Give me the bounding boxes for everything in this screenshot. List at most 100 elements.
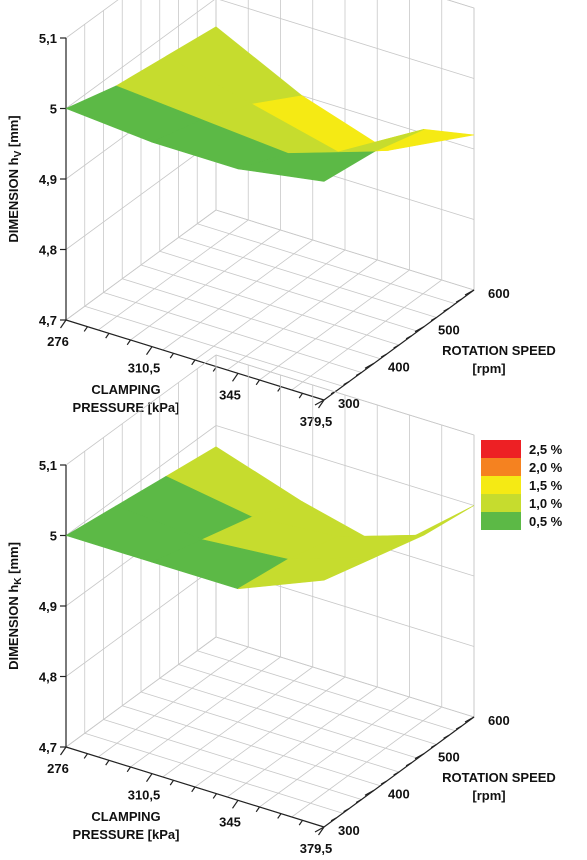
x-tick bbox=[277, 813, 282, 819]
gridline bbox=[65, 636, 217, 748]
x-tick-label: 345 bbox=[219, 814, 241, 829]
x-axis-title: CLAMPING bbox=[91, 382, 160, 397]
gridline bbox=[65, 209, 217, 321]
z-tick-label: 600 bbox=[488, 286, 510, 301]
legend-swatch-1-5 bbox=[481, 476, 521, 494]
legend-swatch-0-5 bbox=[481, 512, 521, 530]
x-tick bbox=[105, 759, 110, 766]
z-axis-title: ROTATION SPEED bbox=[442, 770, 556, 785]
z-tick bbox=[364, 362, 375, 369]
z-tick bbox=[355, 798, 362, 804]
gridline bbox=[291, 279, 442, 391]
x-tick-label: 379,5 bbox=[300, 414, 333, 429]
gridline bbox=[140, 264, 400, 346]
z-tick-label: 600 bbox=[488, 713, 510, 728]
x-tick-label: 310,5 bbox=[128, 788, 161, 803]
x-tick bbox=[298, 392, 303, 399]
z-tick-label: 500 bbox=[438, 750, 460, 765]
gridline bbox=[227, 686, 378, 798]
grid bbox=[65, 0, 475, 401]
z-tick bbox=[464, 289, 475, 296]
y-tick-label: 4,9 bbox=[39, 172, 57, 187]
z-tick bbox=[364, 789, 375, 796]
gridline bbox=[197, 650, 456, 732]
gridline bbox=[178, 664, 437, 745]
gridline bbox=[259, 696, 410, 808]
x-tick-label: 276 bbox=[47, 334, 69, 349]
grid bbox=[65, 354, 475, 828]
gridline bbox=[65, 139, 217, 250]
legend-swatch-2-0 bbox=[481, 458, 521, 476]
z-tick bbox=[405, 335, 412, 340]
z-tick bbox=[393, 344, 400, 349]
z-tick bbox=[393, 771, 400, 776]
surface bbox=[65, 26, 475, 182]
surface bbox=[65, 446, 475, 590]
gridline bbox=[140, 691, 400, 773]
gridline bbox=[227, 259, 378, 371]
y-axis-title: DIMENSION hV [mm] bbox=[6, 115, 24, 242]
gridline bbox=[65, 566, 217, 677]
z-tick bbox=[443, 307, 450, 312]
z-tick-label: 300 bbox=[338, 396, 360, 411]
x-tick bbox=[298, 819, 303, 826]
z-tick bbox=[314, 399, 325, 406]
x-tick bbox=[105, 332, 110, 339]
gridline bbox=[215, 425, 475, 506]
y-axis-title: DIMENSION hK [mm] bbox=[6, 542, 24, 670]
legend-swatch-1-0 bbox=[481, 494, 521, 512]
x-tick bbox=[146, 346, 153, 356]
z-tick bbox=[355, 371, 362, 377]
z-tick bbox=[430, 316, 437, 322]
x-axis-title: CLAMPING bbox=[91, 809, 160, 824]
plot-top: 4,7 4,8 4,9 5 5,1 276 310,5 345 379,5 300 400 500 60… bbox=[6, 0, 556, 429]
x-tick bbox=[191, 786, 196, 793]
y-tick-label: 4,9 bbox=[39, 599, 57, 614]
legend-label-2-0: 2,0 % bbox=[529, 460, 563, 475]
z-tick bbox=[405, 762, 412, 767]
x-tick bbox=[83, 753, 88, 759]
x-tick-label: 276 bbox=[47, 761, 69, 776]
x-tick bbox=[232, 799, 239, 809]
x-tick bbox=[255, 379, 260, 386]
x-tick bbox=[83, 326, 88, 332]
z-tick bbox=[430, 743, 437, 749]
box-edge bbox=[446, 0, 475, 290]
gridline bbox=[178, 237, 437, 318]
z-axis-title: ROTATION SPEED bbox=[442, 343, 556, 358]
legend: 2,5 % 2,0 % 1,5 % 1,0 % 0,5 % bbox=[481, 440, 563, 530]
x-tick bbox=[169, 352, 174, 359]
x-tick bbox=[318, 399, 325, 409]
gridline bbox=[197, 223, 456, 305]
gridline bbox=[219, 0, 475, 79]
gridline bbox=[215, 209, 475, 291]
y-tick-label: 4,7 bbox=[39, 313, 57, 328]
x-tick bbox=[126, 766, 131, 773]
x-tick bbox=[146, 773, 153, 783]
z-tick-label: 500 bbox=[438, 323, 460, 338]
z-tick bbox=[414, 326, 425, 333]
legend-label-2-5: 2,5 % bbox=[529, 442, 563, 457]
gridline bbox=[291, 706, 442, 818]
y-tick-label: 4,8 bbox=[39, 243, 57, 258]
y-tick-label: 4,8 bbox=[39, 670, 57, 685]
gridline bbox=[65, 0, 119, 39]
z-tick bbox=[464, 716, 475, 723]
x-axis-title: PRESSURE [kPa] bbox=[73, 827, 180, 842]
x-tick-label: 310,5 bbox=[128, 361, 161, 376]
z-axis-title: [rpm] bbox=[472, 788, 505, 803]
x-tick bbox=[169, 779, 174, 786]
x-tick bbox=[232, 372, 239, 382]
z-tick-label: 400 bbox=[388, 359, 410, 374]
z-tick bbox=[414, 753, 425, 760]
gridline bbox=[159, 250, 418, 332]
gridline bbox=[159, 677, 418, 759]
x-tick bbox=[212, 793, 217, 799]
y-tick-label: 5,1 bbox=[39, 458, 57, 473]
z-tick bbox=[330, 390, 337, 395]
plot-bottom: 4,7 4,8 4,9 5 5,1 276 310,5 345 379,5 300 400 500 60… bbox=[6, 354, 556, 856]
surface-patch bbox=[237, 151, 376, 182]
legend-swatch-2-5 bbox=[481, 440, 521, 458]
x-tick bbox=[60, 746, 67, 756]
